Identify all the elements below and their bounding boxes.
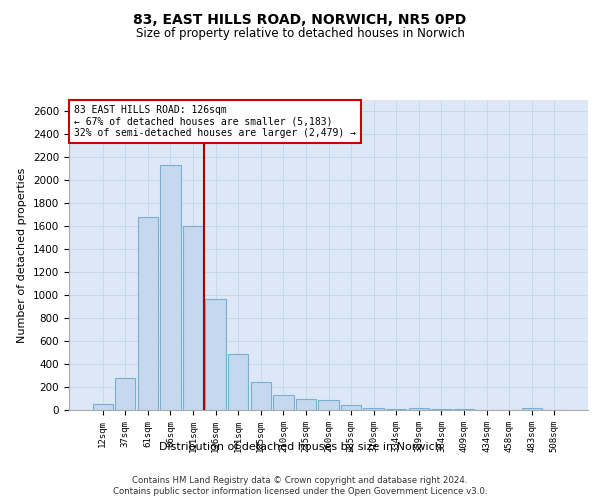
Text: 83, EAST HILLS ROAD, NORWICH, NR5 0PD: 83, EAST HILLS ROAD, NORWICH, NR5 0PD — [133, 12, 467, 26]
Bar — [319, 400, 338, 410]
Bar — [364, 408, 384, 410]
Bar — [160, 166, 181, 410]
Bar — [183, 226, 203, 410]
Text: 83 EAST HILLS ROAD: 126sqm
← 67% of detached houses are smaller (5,183)
32% of s: 83 EAST HILLS ROAD: 126sqm ← 67% of deta… — [74, 104, 356, 138]
Bar — [341, 406, 361, 410]
Bar — [521, 408, 542, 410]
Bar — [228, 354, 248, 410]
Bar — [205, 298, 226, 410]
Text: Contains public sector information licensed under the Open Government Licence v3: Contains public sector information licen… — [113, 488, 487, 496]
Text: Size of property relative to detached houses in Norwich: Size of property relative to detached ho… — [136, 28, 464, 40]
Y-axis label: Number of detached properties: Number of detached properties — [17, 168, 28, 342]
Bar — [115, 378, 136, 410]
Bar — [409, 408, 429, 410]
Text: Distribution of detached houses by size in Norwich: Distribution of detached houses by size … — [158, 442, 442, 452]
Bar — [138, 217, 158, 410]
Text: Contains HM Land Registry data © Crown copyright and database right 2024.: Contains HM Land Registry data © Crown c… — [132, 476, 468, 485]
Bar — [273, 394, 293, 410]
Bar — [92, 404, 113, 410]
Bar — [296, 398, 316, 410]
Bar — [251, 382, 271, 410]
